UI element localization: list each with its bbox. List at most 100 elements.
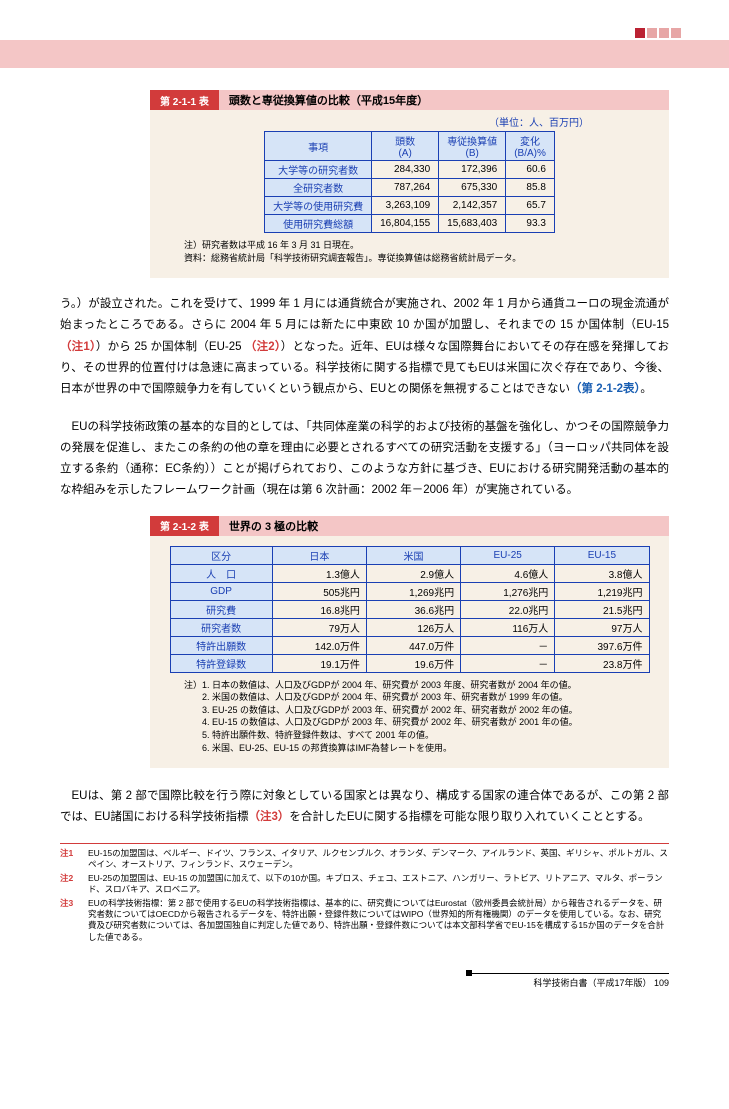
table2: 区分 日本 米国 EU-25 EU-15 人 口1.3億人2.9億人4.6億人3… (170, 546, 650, 673)
table1-r0-c2: 172,396 (439, 161, 506, 179)
table1-r2-c1: 3,263,109 (372, 197, 439, 215)
t2-r1-4: 1,219兆円 (555, 582, 649, 600)
table1-r2-c2: 2,142,357 (439, 197, 506, 215)
t2-r3-3: 116万人 (461, 618, 555, 636)
p3-note3-ref[interactable]: （注3） (248, 811, 289, 823)
table2-tag: 第 2-1-2 表 (150, 516, 219, 536)
table1-r3-c3: 93.3 (506, 215, 555, 233)
table1-header-row: 第 2-1-1 表 頭数と専従換算値の比較（平成15年度） (150, 90, 669, 110)
t2-c0: 区分 (170, 546, 272, 564)
table-block-1: 第 2-1-1 表 頭数と専従換算値の比較（平成15年度） （単位：人、百万円）… (150, 90, 669, 278)
table1-unit: （単位：人、百万円） (150, 110, 669, 131)
footnote-1: 注1 EU-15の加盟国は、ベルギー、ドイツ、フランス、イタリア、ルクセンブルク… (60, 848, 669, 871)
p1-b: ）から 25 か国体制（EU-25 (96, 341, 245, 353)
t2-r3-4: 97万人 (555, 618, 649, 636)
body-para-2: EUの科学技術政策の基本的な目的としては、「共同体産業の科学的および技術的基盤を… (60, 417, 669, 502)
p1-d: 。 (640, 383, 652, 395)
p1-note1-ref[interactable]: （注1） (60, 341, 96, 353)
t2-c1: 日本 (272, 546, 366, 564)
page: 第 2-1-1 表 頭数と専従換算値の比較（平成15年度） （単位：人、百万円）… (0, 40, 729, 1109)
t2-note-3: 4. EU-15 の数値は、人口及びGDPが 2003 年、研究費が 2002 … (184, 716, 669, 729)
t2-r0-1: 1.3億人 (272, 564, 366, 582)
t2-note-2: 3. EU-25 の数値は、人口及びGDPが 2003 年、研究費が 2002 … (184, 704, 669, 717)
t2-r5-3: － (461, 654, 555, 672)
footnote-2: 注2 EU-25の加盟国は、EU-15 の加盟国に加えて、以下の10か国。キプロ… (60, 873, 669, 896)
t2-c2: 米国 (366, 546, 460, 564)
fn3-tag: 注3 (60, 898, 88, 944)
t2-r2-3: 22.0兆円 (461, 600, 555, 618)
t2-r0-4: 3.8億人 (555, 564, 649, 582)
table1-r2-c0: 大学等の使用研究費 (265, 197, 372, 215)
t2-r5-0: 特許登録数 (170, 654, 272, 672)
table1-note-1: 資料：総務省統計局「科学技術研究調査報告」。専従換算値は総務省統計局データ。 (184, 252, 669, 265)
t2-r2-2: 36.6兆円 (366, 600, 460, 618)
t2-note-0: 注）1. 日本の数値は、人口及びGDPが 2004 年、研究費が 2003 年度… (184, 679, 669, 692)
t2-c4: EU-15 (555, 546, 649, 564)
table1-r1-c3: 85.8 (506, 179, 555, 197)
page-footer: 科学技術白書（平成17年版） 109 (0, 973, 669, 989)
t2-note-1: 2. 米国の数値は、人口及びGDPが 2004 年、研究費が 2003 年、研究… (184, 691, 669, 704)
header-bar (0, 40, 729, 68)
t2-r5-1: 19.1万件 (272, 654, 366, 672)
table1: 事項 頭数(A) 専従換算値(B) 変化(B/A)% 大学等の研究者数 284,… (264, 131, 555, 233)
table1-note-0: 注）研究者数は平成 16 年 3 月 31 日現在。 (184, 239, 669, 252)
t2-note-5: 6. 米国、EU-25、EU-15 の邦貨換算はIMF為替レートを使用。 (184, 742, 669, 755)
table1-col-1: 頭数(A) (372, 132, 439, 161)
t2-r3-0: 研究者数 (170, 618, 272, 636)
p1-table-ref[interactable]: （第 2-1-2表） (570, 383, 640, 395)
t2-r5-4: 23.8万件 (555, 654, 649, 672)
t2-r1-1: 505兆円 (272, 582, 366, 600)
table1-r3-c0: 使用研究費総額 (265, 215, 372, 233)
fn2-txt: EU-25の加盟国は、EU-15 の加盟国に加えて、以下の10か国。キプロス、チ… (88, 873, 669, 896)
table1-r0-c1: 284,330 (372, 161, 439, 179)
t2-r1-0: GDP (170, 582, 272, 600)
table1-r3-c1: 16,804,155 (372, 215, 439, 233)
footer-text: 科学技術白書（平成17年版） 109 (533, 978, 669, 988)
t2-r1-3: 1,276兆円 (461, 582, 555, 600)
t2-r2-0: 研究費 (170, 600, 272, 618)
footnotes: 注1 EU-15の加盟国は、ベルギー、ドイツ、フランス、イタリア、ルクセンブルク… (60, 843, 669, 944)
fn3-txt: EUの科学技術指標：第 2 部で使用するEUの科学技術指標は、基本的に、研究費に… (88, 898, 669, 944)
t2-r4-1: 142.0万件 (272, 636, 366, 654)
fn2-tag: 注2 (60, 873, 88, 896)
table1-tag: 第 2-1-1 表 (150, 90, 219, 110)
table1-r1-c0: 全研究者数 (265, 179, 372, 197)
table1-r1-c1: 787,264 (372, 179, 439, 197)
footnote-3: 注3 EUの科学技術指標：第 2 部で使用するEUの科学技術指標は、基本的に、研… (60, 898, 669, 944)
table1-r2-c3: 65.7 (506, 197, 555, 215)
t2-r3-1: 79万人 (272, 618, 366, 636)
header-squares (635, 28, 681, 38)
body-para-1: う。）が設立された。これを受けて、1999 年 1 月には通貨統合が実施され、2… (60, 294, 669, 400)
t2-r5-2: 19.6万件 (366, 654, 460, 672)
table1-r0-c3: 60.6 (506, 161, 555, 179)
t2-r4-2: 447.0万件 (366, 636, 460, 654)
p1-note2-ref[interactable]: （注2） (245, 341, 281, 353)
fn1-tag: 注1 (60, 848, 88, 871)
t2-r3-2: 126万人 (366, 618, 460, 636)
table1-r1-c2: 675,330 (439, 179, 506, 197)
t2-r2-4: 21.5兆円 (555, 600, 649, 618)
t2-r0-0: 人 口 (170, 564, 272, 582)
p3-b: を合計したEUに関する指標を可能な限り取り入れていくこととする。 (289, 811, 649, 823)
fn1-txt: EU-15の加盟国は、ベルギー、ドイツ、フランス、イタリア、ルクセンブルク、オラ… (88, 848, 669, 871)
p1-a: う。）が設立された。これを受けて、1999 年 1 月には通貨統合が実施され、2… (60, 298, 669, 331)
table1-col-3: 変化(B/A)% (506, 132, 555, 161)
t2-r0-3: 4.6億人 (461, 564, 555, 582)
table-block-2: 第 2-1-2 表 世界の 3 極の比較 区分 日本 米国 EU-25 EU-1… (150, 516, 669, 769)
table1-title: 頭数と専従換算値の比較（平成15年度） (219, 90, 669, 110)
body-para-3: EUは、第 2 部で国際比較を行う際に対象としている国家とは異なり、構成する国家… (60, 786, 669, 829)
table2-notes: 注）1. 日本の数値は、人口及びGDPが 2004 年、研究費が 2003 年度… (150, 673, 669, 755)
t2-c3: EU-25 (461, 546, 555, 564)
t2-r1-2: 1,269兆円 (366, 582, 460, 600)
t2-r2-1: 16.8兆円 (272, 600, 366, 618)
table1-col-0: 事項 (265, 132, 372, 161)
table1-r3-c2: 15,683,403 (439, 215, 506, 233)
table2-header-row: 第 2-1-2 表 世界の 3 極の比較 (150, 516, 669, 536)
table1-col-2: 専従換算値(B) (439, 132, 506, 161)
table1-notes: 注）研究者数は平成 16 年 3 月 31 日現在。 資料：総務省統計局「科学技… (150, 233, 669, 264)
table1-r0-c0: 大学等の研究者数 (265, 161, 372, 179)
t2-note-4: 5. 特許出願件数、特許登録件数は、すべて 2001 年の値。 (184, 729, 669, 742)
t2-r4-0: 特許出願数 (170, 636, 272, 654)
t2-r4-4: 397.6万件 (555, 636, 649, 654)
table2-title: 世界の 3 極の比較 (219, 516, 669, 536)
